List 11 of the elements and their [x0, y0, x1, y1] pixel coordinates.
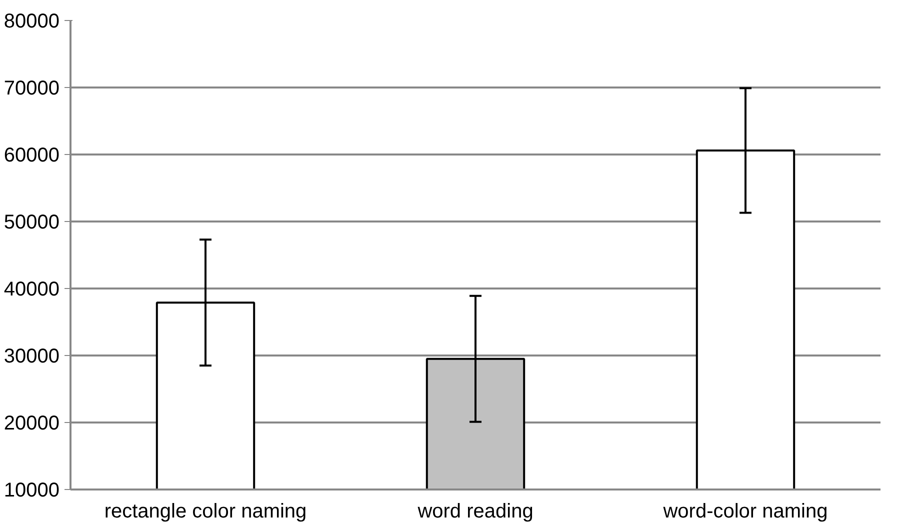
y-tick-label: 30000	[4, 346, 60, 368]
x-tick-label: word-color naming	[662, 500, 828, 522]
y-tick-label: 70000	[4, 78, 60, 100]
y-tick-label: 50000	[4, 212, 60, 234]
x-tick-label: rectangle color naming	[104, 500, 307, 522]
y-tick-label: 60000	[4, 144, 60, 166]
y-tick-label: 80000	[4, 10, 60, 32]
y-tick-label: 40000	[4, 278, 60, 300]
y-tick-label: 10000	[4, 480, 60, 502]
x-tick-label: word reading	[416, 500, 534, 522]
y-tick-label: 20000	[4, 412, 60, 434]
